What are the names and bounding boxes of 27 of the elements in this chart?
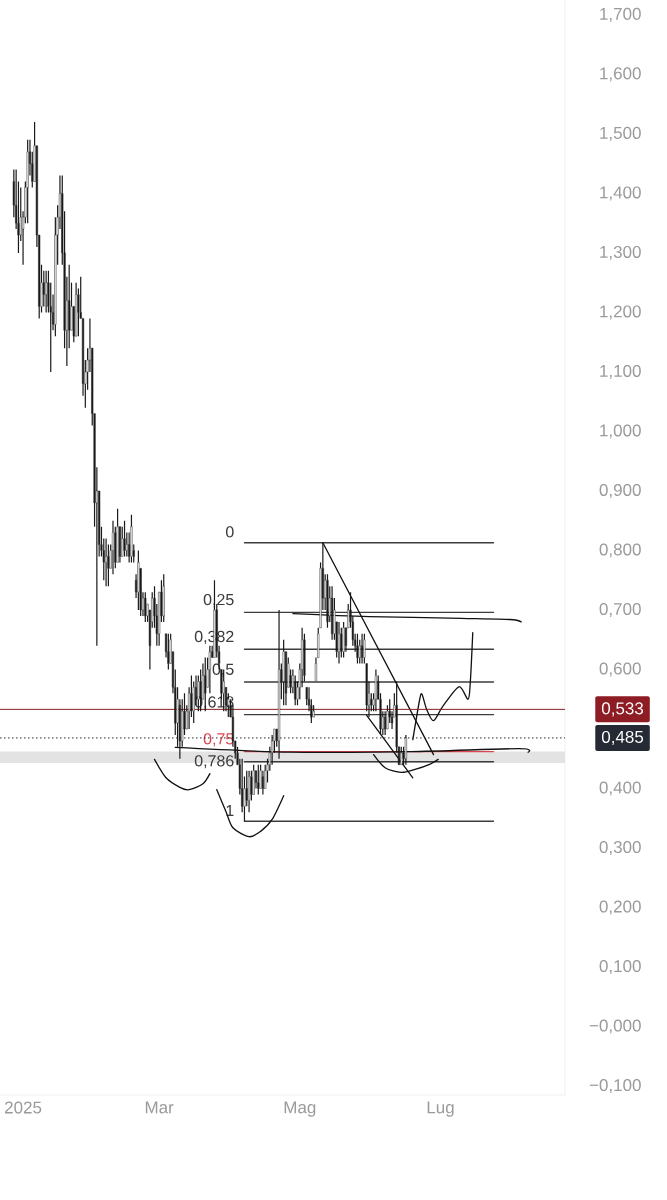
x-tick-label: 2025 [5, 1101, 42, 1114]
y-tick-label: 1,100 [600, 364, 641, 379]
y-tick-label: 0,100 [599, 960, 641, 975]
y-tick-label: 0,600 [599, 662, 641, 677]
y-tick-label: 0,700 [599, 602, 641, 617]
series-label: 1 [226, 805, 234, 817]
y-tick-label: −0,000 [589, 1019, 641, 1034]
y-tick-label: 0,200 [599, 900, 641, 915]
x-tick-label: Lug [427, 1101, 454, 1117]
y-tick-label: 1,400 [600, 186, 641, 201]
ref-line-label: 0,485 [601, 730, 644, 745]
y-tick-label: −0,100 [589, 1079, 641, 1094]
series-label: 0,786 [194, 755, 234, 769]
y-tick-label: 0,900 [599, 483, 641, 498]
series-label: 0 [225, 526, 234, 538]
y-tick-label: 1,500 [600, 126, 641, 141]
y-tick-label: 1,600 [600, 67, 641, 82]
x-tick-label: Mar [145, 1101, 174, 1114]
y-tick-label: 1,200 [600, 305, 641, 320]
y-tick-label: 0,400 [599, 781, 641, 796]
y-tick-label: 0,300 [599, 841, 641, 856]
y-tick-label: 1,000 [600, 424, 641, 439]
x-tick-label: Mag [284, 1101, 316, 1117]
y-tick-label: 1,300 [600, 245, 641, 260]
y-tick-label: 0,800 [599, 543, 641, 558]
ref-line-label: 0,533 [601, 702, 644, 717]
y-tick-label: 1,700 [600, 7, 641, 22]
